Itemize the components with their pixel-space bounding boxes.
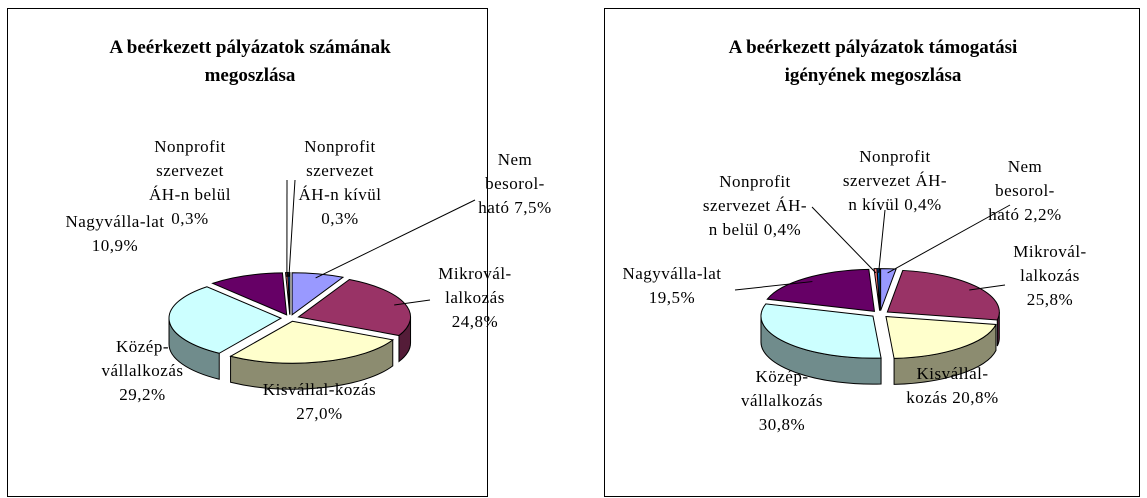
- slice-top: [291, 272, 345, 316]
- label-text: Nagyvállа-lat: [65, 212, 165, 231]
- pie-slice: [766, 268, 876, 312]
- data-label: Nagyvállа-lat 19,5%: [612, 262, 732, 310]
- chart-title: A beérkezett pályázatok számának megoszl…: [109, 37, 391, 86]
- label-text: Kisvállal-kozás: [906, 364, 989, 407]
- chart-frame: [7, 8, 488, 497]
- label-text: 20,8%: [952, 388, 999, 407]
- leader-line: [734, 281, 813, 291]
- pie-slice: [297, 278, 412, 363]
- pie-slice: [886, 269, 1000, 347]
- data-label: Közép-vállalkozás 29,2%: [85, 335, 200, 407]
- slice-top: [766, 268, 876, 312]
- pie-slice: [873, 268, 881, 311]
- leader-line: [288, 179, 296, 277]
- data-label: Nonprofit szervezet ÁH-n kívül 0,4%: [840, 145, 950, 217]
- label-text: Nonprofit szervezet ÁH-n kívül: [842, 147, 948, 214]
- label-text: Nem besorol-ható: [478, 150, 545, 217]
- pie-slice: [880, 268, 897, 311]
- data-label: Mikrovál-lalkozás 24,8%: [420, 262, 530, 334]
- label-text: Nonprofit szervezet ÁH-n belül: [702, 172, 808, 239]
- slice-top: [168, 286, 283, 354]
- leader-line: [811, 206, 877, 274]
- label-text: 19,5%: [648, 288, 696, 307]
- leader-line: [878, 209, 886, 273]
- label-text: Nonprofit szervezet ÁH-n belül: [149, 137, 231, 204]
- slice-top: [229, 320, 394, 364]
- label-text: Mikrovál-lalkozás: [1013, 242, 1087, 285]
- label-text: 27,0%: [296, 404, 343, 423]
- slice-top: [760, 303, 882, 359]
- pie-slice: [291, 272, 345, 316]
- slice-top: [873, 268, 881, 311]
- label-text: Nem besorol-ható: [988, 157, 1055, 224]
- pie-slice: [760, 303, 882, 385]
- label-text: Kisvállal-kozás: [262, 380, 377, 399]
- leader-line: [394, 299, 431, 306]
- label-text: 30,8%: [758, 415, 806, 434]
- label-text: 0,3%: [321, 209, 359, 228]
- label-text: 24,8%: [451, 312, 499, 331]
- slice-top: [880, 268, 897, 311]
- chart-frame: [604, 8, 1140, 497]
- leader-line: [887, 204, 1011, 274]
- slice-top: [211, 272, 288, 316]
- label-text: Közép-vállalkozás: [741, 367, 823, 410]
- label-text: Mikrovál-lalkozás: [438, 264, 512, 307]
- pie-slice: [885, 315, 997, 385]
- data-label: Nagyvállа-lat 10,9%: [55, 210, 175, 258]
- label-text: Nonprofit szervezet ÁH-n kívül: [298, 137, 382, 204]
- data-label: Nonprofit szervezet ÁH-n belül 0,4%: [700, 170, 810, 242]
- label-text: Nagyvállа-lat: [622, 264, 722, 283]
- pie-slice: [229, 320, 394, 390]
- data-label: Nonprofit szervezet ÁH-n belül 0,3%: [140, 135, 240, 231]
- leader-line: [969, 284, 1006, 291]
- data-label: Kisvállal-kozás 27,0%: [262, 378, 377, 426]
- label-text: 0,4%: [763, 220, 802, 239]
- pie-slice: [211, 272, 288, 316]
- data-label: Nem besorol-ható 7,5%: [470, 148, 560, 220]
- label-text: 7,5%: [514, 198, 552, 217]
- label-text: 0,3%: [171, 209, 209, 228]
- data-label: Nem besorol-ható 2,2%: [985, 155, 1065, 227]
- label-text: Közép-vállalkozás: [101, 337, 184, 380]
- label-text: 10,9%: [91, 236, 139, 255]
- data-label: Kisvállal-kozás 20,8%: [905, 362, 1000, 410]
- label-text: 29,2%: [119, 385, 166, 404]
- leader-line: [315, 199, 476, 279]
- label-text: 25,8%: [1026, 290, 1074, 309]
- data-label: Közép-vállalkozás 30,8%: [722, 365, 842, 437]
- slice-top: [886, 269, 1000, 321]
- label-text: 0,4%: [904, 195, 942, 214]
- chart-title: A beérkezett pályázatok támogatási igény…: [728, 37, 1018, 86]
- data-label: Nonprofit szervezet ÁH-n kívül 0,3%: [290, 135, 390, 231]
- slice-top: [885, 315, 997, 359]
- label-text: 2,2%: [1024, 205, 1062, 224]
- data-label: Mikrovál-lalkozás 25,8%: [1000, 240, 1100, 312]
- pie-slice: [168, 286, 283, 380]
